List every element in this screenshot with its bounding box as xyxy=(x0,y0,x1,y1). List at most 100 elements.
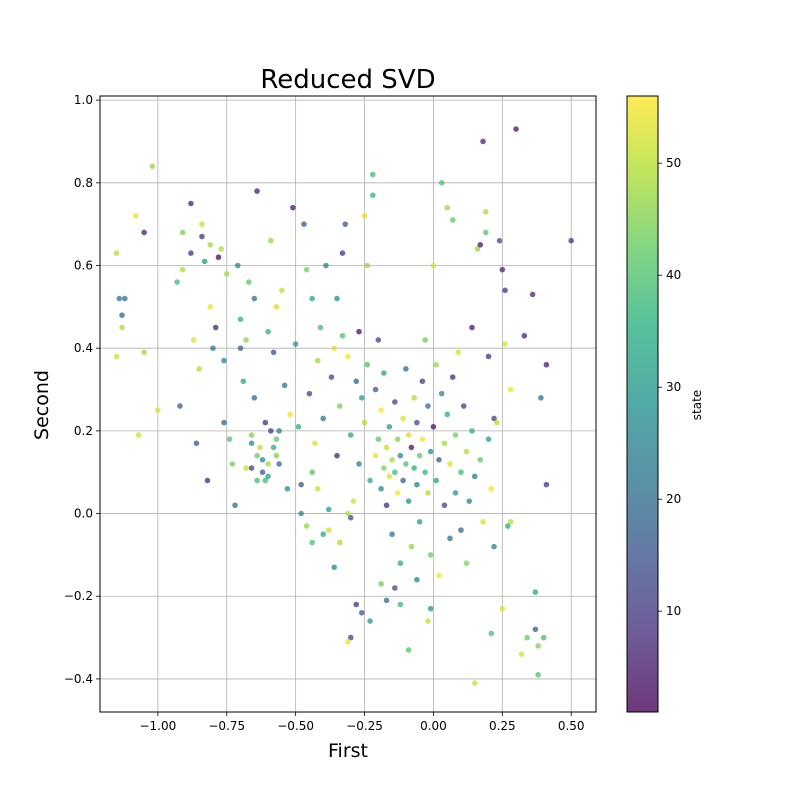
colorbar-label: state xyxy=(690,390,704,420)
scatter-point xyxy=(458,469,464,476)
scatter-point xyxy=(234,262,241,269)
scatter-point xyxy=(372,452,379,459)
scatter-point xyxy=(370,171,376,178)
scatter-point xyxy=(334,452,340,459)
y-axis-ticks: −0.4 −0.2 0.0 0.2 0.4 0.6 0.8 1.0 xyxy=(64,93,100,686)
scatter-point xyxy=(485,353,492,360)
scatter-point xyxy=(179,266,186,273)
scatter-point xyxy=(505,523,511,529)
colorbar-tick-label: 50 xyxy=(666,156,681,170)
scatter-point xyxy=(221,357,227,364)
scatter-point xyxy=(543,481,550,488)
scatter-point xyxy=(196,366,202,372)
scatter-point xyxy=(237,345,244,351)
scatter-point xyxy=(364,361,371,368)
scatter-point xyxy=(113,353,120,360)
scatter-point xyxy=(240,378,247,385)
scatter-point xyxy=(276,461,282,467)
scatter-point xyxy=(345,638,351,645)
scatter-point xyxy=(320,415,327,422)
scatter-point xyxy=(491,543,497,550)
scatter-point xyxy=(336,539,343,546)
scatter-point xyxy=(265,461,271,467)
y-tick-label: −0.4 xyxy=(64,672,93,686)
scatter-point xyxy=(460,403,467,409)
scatter-point xyxy=(347,514,354,521)
scatter-point xyxy=(430,423,437,430)
scatter-point xyxy=(177,403,183,409)
scatter-point xyxy=(254,477,260,484)
scatter-point xyxy=(444,411,451,418)
scatter-point xyxy=(491,415,497,422)
scatter-point xyxy=(155,407,161,414)
scatter-point xyxy=(532,626,539,633)
scatter-point xyxy=(119,324,125,331)
scatter-point xyxy=(188,250,194,256)
scatter-point xyxy=(397,560,404,566)
scatter-point xyxy=(438,390,445,397)
scatter-point xyxy=(471,473,478,480)
scatter-point xyxy=(353,601,360,608)
x-tick-label: −0.50 xyxy=(277,719,314,733)
x-tick-label: 0.25 xyxy=(489,719,516,733)
scatter-point xyxy=(408,444,415,451)
scatter-point xyxy=(113,250,120,256)
scatter-point xyxy=(334,295,340,302)
scatter-point xyxy=(243,465,249,471)
scatter-point xyxy=(444,204,451,211)
scatter-point xyxy=(403,461,409,467)
scatter-point xyxy=(458,527,464,533)
scatter-point xyxy=(405,432,412,438)
scatter-point xyxy=(149,163,156,170)
colorbar-tick-label: 40 xyxy=(666,268,681,282)
scatter-point xyxy=(174,279,180,285)
scatter-point xyxy=(306,390,313,397)
scatter-point xyxy=(383,597,390,604)
scatter-point xyxy=(392,399,398,405)
scatter-point xyxy=(375,436,382,442)
scatter-point xyxy=(331,564,338,571)
scatter-point xyxy=(287,411,293,418)
scatter-point xyxy=(210,345,216,351)
scatter-point xyxy=(507,519,514,525)
scatter-point xyxy=(436,572,442,579)
scatter-point xyxy=(378,581,384,587)
scatter-point xyxy=(455,349,462,356)
scatter-point xyxy=(353,378,360,385)
scatter-point xyxy=(427,448,434,455)
scatter-point xyxy=(273,452,280,459)
scatter-point xyxy=(474,246,481,252)
scatter-point xyxy=(463,560,470,566)
scatter-point xyxy=(383,502,390,509)
scatter-point xyxy=(367,618,373,624)
y-tick-label: 0.0 xyxy=(74,507,93,521)
scatter-point xyxy=(361,213,368,219)
scatter-point xyxy=(422,469,428,476)
scatter-point xyxy=(430,262,437,269)
scatter-point xyxy=(529,291,536,298)
scatter-point xyxy=(425,403,431,409)
x-axis-label: First xyxy=(328,740,368,762)
y-tick-label: −0.2 xyxy=(64,589,93,603)
scatter-point xyxy=(339,250,346,256)
scatter-point xyxy=(135,432,142,438)
scatter-point xyxy=(471,680,478,686)
scatter-point xyxy=(538,394,544,401)
scatter-point xyxy=(499,266,506,273)
scatter-point xyxy=(265,473,271,480)
scatter-point xyxy=(414,576,420,583)
scatter-point xyxy=(199,233,205,240)
scatter-point xyxy=(477,242,484,248)
scatter-point xyxy=(232,502,238,509)
scatter-point xyxy=(336,403,343,409)
scatter-point xyxy=(416,452,423,459)
scatter-point xyxy=(540,634,547,641)
scatter-point xyxy=(358,609,365,616)
scatter-point xyxy=(248,465,255,471)
scatter-point xyxy=(312,440,318,447)
scatter-point xyxy=(356,328,362,335)
scatter-point xyxy=(397,601,404,608)
scatter-point xyxy=(488,630,495,637)
scatter-point xyxy=(543,361,550,368)
scatter-point xyxy=(254,188,260,194)
